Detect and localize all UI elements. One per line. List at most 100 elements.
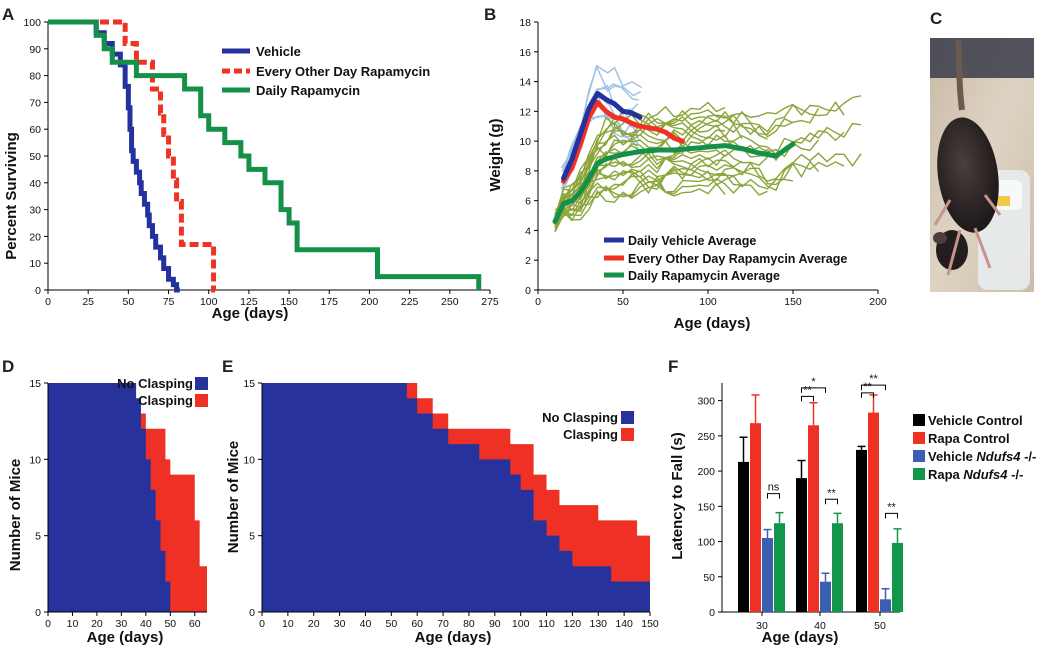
e-x-tick-label: 70 xyxy=(437,618,449,630)
e-x-tick-label: 80 xyxy=(463,618,475,630)
f-sig-label: ** xyxy=(869,373,878,385)
f-bar xyxy=(868,412,879,612)
b-rapa-trace xyxy=(554,182,726,225)
f-bar xyxy=(738,461,749,612)
f-bar xyxy=(892,542,903,612)
clasping-chart-e: 0 10 20 30 40 50 60 70 80 90 100 110 120 130 140 150 0 5 1… xyxy=(225,378,659,646)
d-y-axis-label: Number of Mice xyxy=(7,459,24,572)
d-legend: No Clasping Clasping xyxy=(117,376,208,408)
f-x-tick-label: 40 xyxy=(814,620,826,632)
b-y-tick-label: 0 xyxy=(525,285,531,297)
a-y-axis-label: Percent Surviving xyxy=(3,132,20,260)
a-x-tick-label: 50 xyxy=(123,296,135,308)
e-x-tick-label: 120 xyxy=(564,618,582,630)
b-rapa-trace xyxy=(554,101,845,211)
panel-label-a: A xyxy=(2,5,14,24)
b-x-tick-label: 0 xyxy=(535,296,541,308)
f-legend-label-vehicle-control: Vehicle Control xyxy=(928,413,1023,428)
f-sig-label: * xyxy=(811,376,816,388)
d-x-tick-label: 20 xyxy=(91,618,103,630)
d-legend-label-clasping: Clasping xyxy=(138,393,193,408)
f-x-tick-label: 30 xyxy=(756,620,768,632)
e-legend-label-no-clasping: No Clasping xyxy=(542,410,618,425)
f-bar xyxy=(808,425,819,612)
panel-label-b: B xyxy=(484,5,496,24)
e-area-no-clasping xyxy=(262,383,650,612)
d-legend-label-no-clasping: No Clasping xyxy=(117,376,193,391)
a-legend-label-vehicle: Vehicle xyxy=(256,44,301,59)
b-x-tick-label: 50 xyxy=(617,296,629,308)
panel-label-d: D xyxy=(2,357,14,376)
a-x-tick-label: 150 xyxy=(280,296,298,308)
a-series-line-1 xyxy=(48,19,217,293)
e-x-tick-label: 0 xyxy=(259,618,265,630)
f-y-tick-label: 100 xyxy=(697,537,715,549)
a-y-tick-label: 70 xyxy=(29,97,41,109)
f-bar xyxy=(774,523,785,612)
f-legend-swatch-rapa-ndufs4 xyxy=(913,468,925,480)
e-legend: No Clasping Clasping xyxy=(542,410,634,442)
f-sig-label: ** xyxy=(863,381,872,393)
b-vehicle-trace xyxy=(564,64,642,165)
f-y-axis-label: Latency to Fall (s) xyxy=(669,432,686,560)
d-x-axis-label: Age (days) xyxy=(87,629,164,646)
b-rapa-trace xyxy=(554,172,768,231)
a-x-tick-label: 200 xyxy=(361,296,379,308)
f-legend-label-vehicle-ndufs4: Vehicle Ndufs4 -/- xyxy=(928,449,1036,464)
a-x-tick-label: 25 xyxy=(82,296,94,308)
b-y-tick-label: 14 xyxy=(519,77,531,89)
b-x-tick-label: 150 xyxy=(784,296,802,308)
panel-label-f: F xyxy=(668,357,678,376)
a-y-tick-label: 0 xyxy=(35,285,41,297)
significance-brackets: ns*********** xyxy=(767,373,898,519)
f-bar xyxy=(820,581,831,612)
f-legend: Vehicle Control Rapa Control Vehicle Ndu… xyxy=(913,413,1036,482)
f-legend-label-rapa-control: Rapa Control xyxy=(928,431,1010,446)
e-x-tick-label: 30 xyxy=(334,618,346,630)
b-rapa-trace xyxy=(554,122,743,215)
d-y-tick-label: 5 xyxy=(35,531,41,543)
a-y-tick-label: 10 xyxy=(29,258,41,270)
individual-weight-traces xyxy=(554,64,862,233)
panel-label-c: C xyxy=(930,9,942,28)
f-bar xyxy=(832,523,843,612)
a-x-tick-label: 275 xyxy=(481,296,499,308)
f-sig-bracket xyxy=(767,493,780,499)
a-y-tick-label: 80 xyxy=(29,71,41,83)
a-y-tick-label: 40 xyxy=(29,178,41,190)
a-series-line-0 xyxy=(48,19,180,293)
e-y-tick-label: 15 xyxy=(243,378,255,390)
f-bar xyxy=(762,538,773,612)
b-y-tick-label: 18 xyxy=(519,17,531,29)
e-y-tick-label: 0 xyxy=(249,607,255,619)
b-x-axis-label: Age (days) xyxy=(674,315,751,332)
b-rapa-trace xyxy=(554,152,862,228)
b-rapa-trace xyxy=(554,139,820,219)
f-sig-bracket xyxy=(801,387,826,393)
e-legend-label-clasping: Clasping xyxy=(563,427,618,442)
b-rapa-trace xyxy=(554,143,794,224)
b-average-line-0 xyxy=(561,90,643,181)
f-y-tick-label: 300 xyxy=(697,396,715,408)
e-x-tick-label: 20 xyxy=(308,618,320,630)
a-x-tick-label: 125 xyxy=(240,296,258,308)
f-sig-bracket xyxy=(885,512,898,519)
mouse-ear xyxy=(933,232,947,244)
d-x-tick-label: 30 xyxy=(116,618,128,630)
b-legend-label-eod: Every Other Day Rapamycin Average xyxy=(628,252,847,266)
a-y-tick-label: 30 xyxy=(29,205,41,217)
b-legend-label-vehicle: Daily Vehicle Average xyxy=(628,234,756,248)
b-average-line-1 xyxy=(561,99,685,184)
b-rapa-trace xyxy=(554,160,820,222)
e-x-tick-label: 100 xyxy=(512,618,530,630)
f-sig-label: ** xyxy=(887,501,896,513)
e-x-tick-label: 60 xyxy=(411,618,423,630)
b-y-tick-label: 6 xyxy=(525,196,531,208)
a-y-tick-label: 100 xyxy=(23,17,41,29)
e-x-axis-label: Age (days) xyxy=(415,629,492,646)
f-sig-label: ** xyxy=(803,384,812,396)
b-average-line-2 xyxy=(552,141,796,225)
e-x-tick-label: 40 xyxy=(360,618,372,630)
